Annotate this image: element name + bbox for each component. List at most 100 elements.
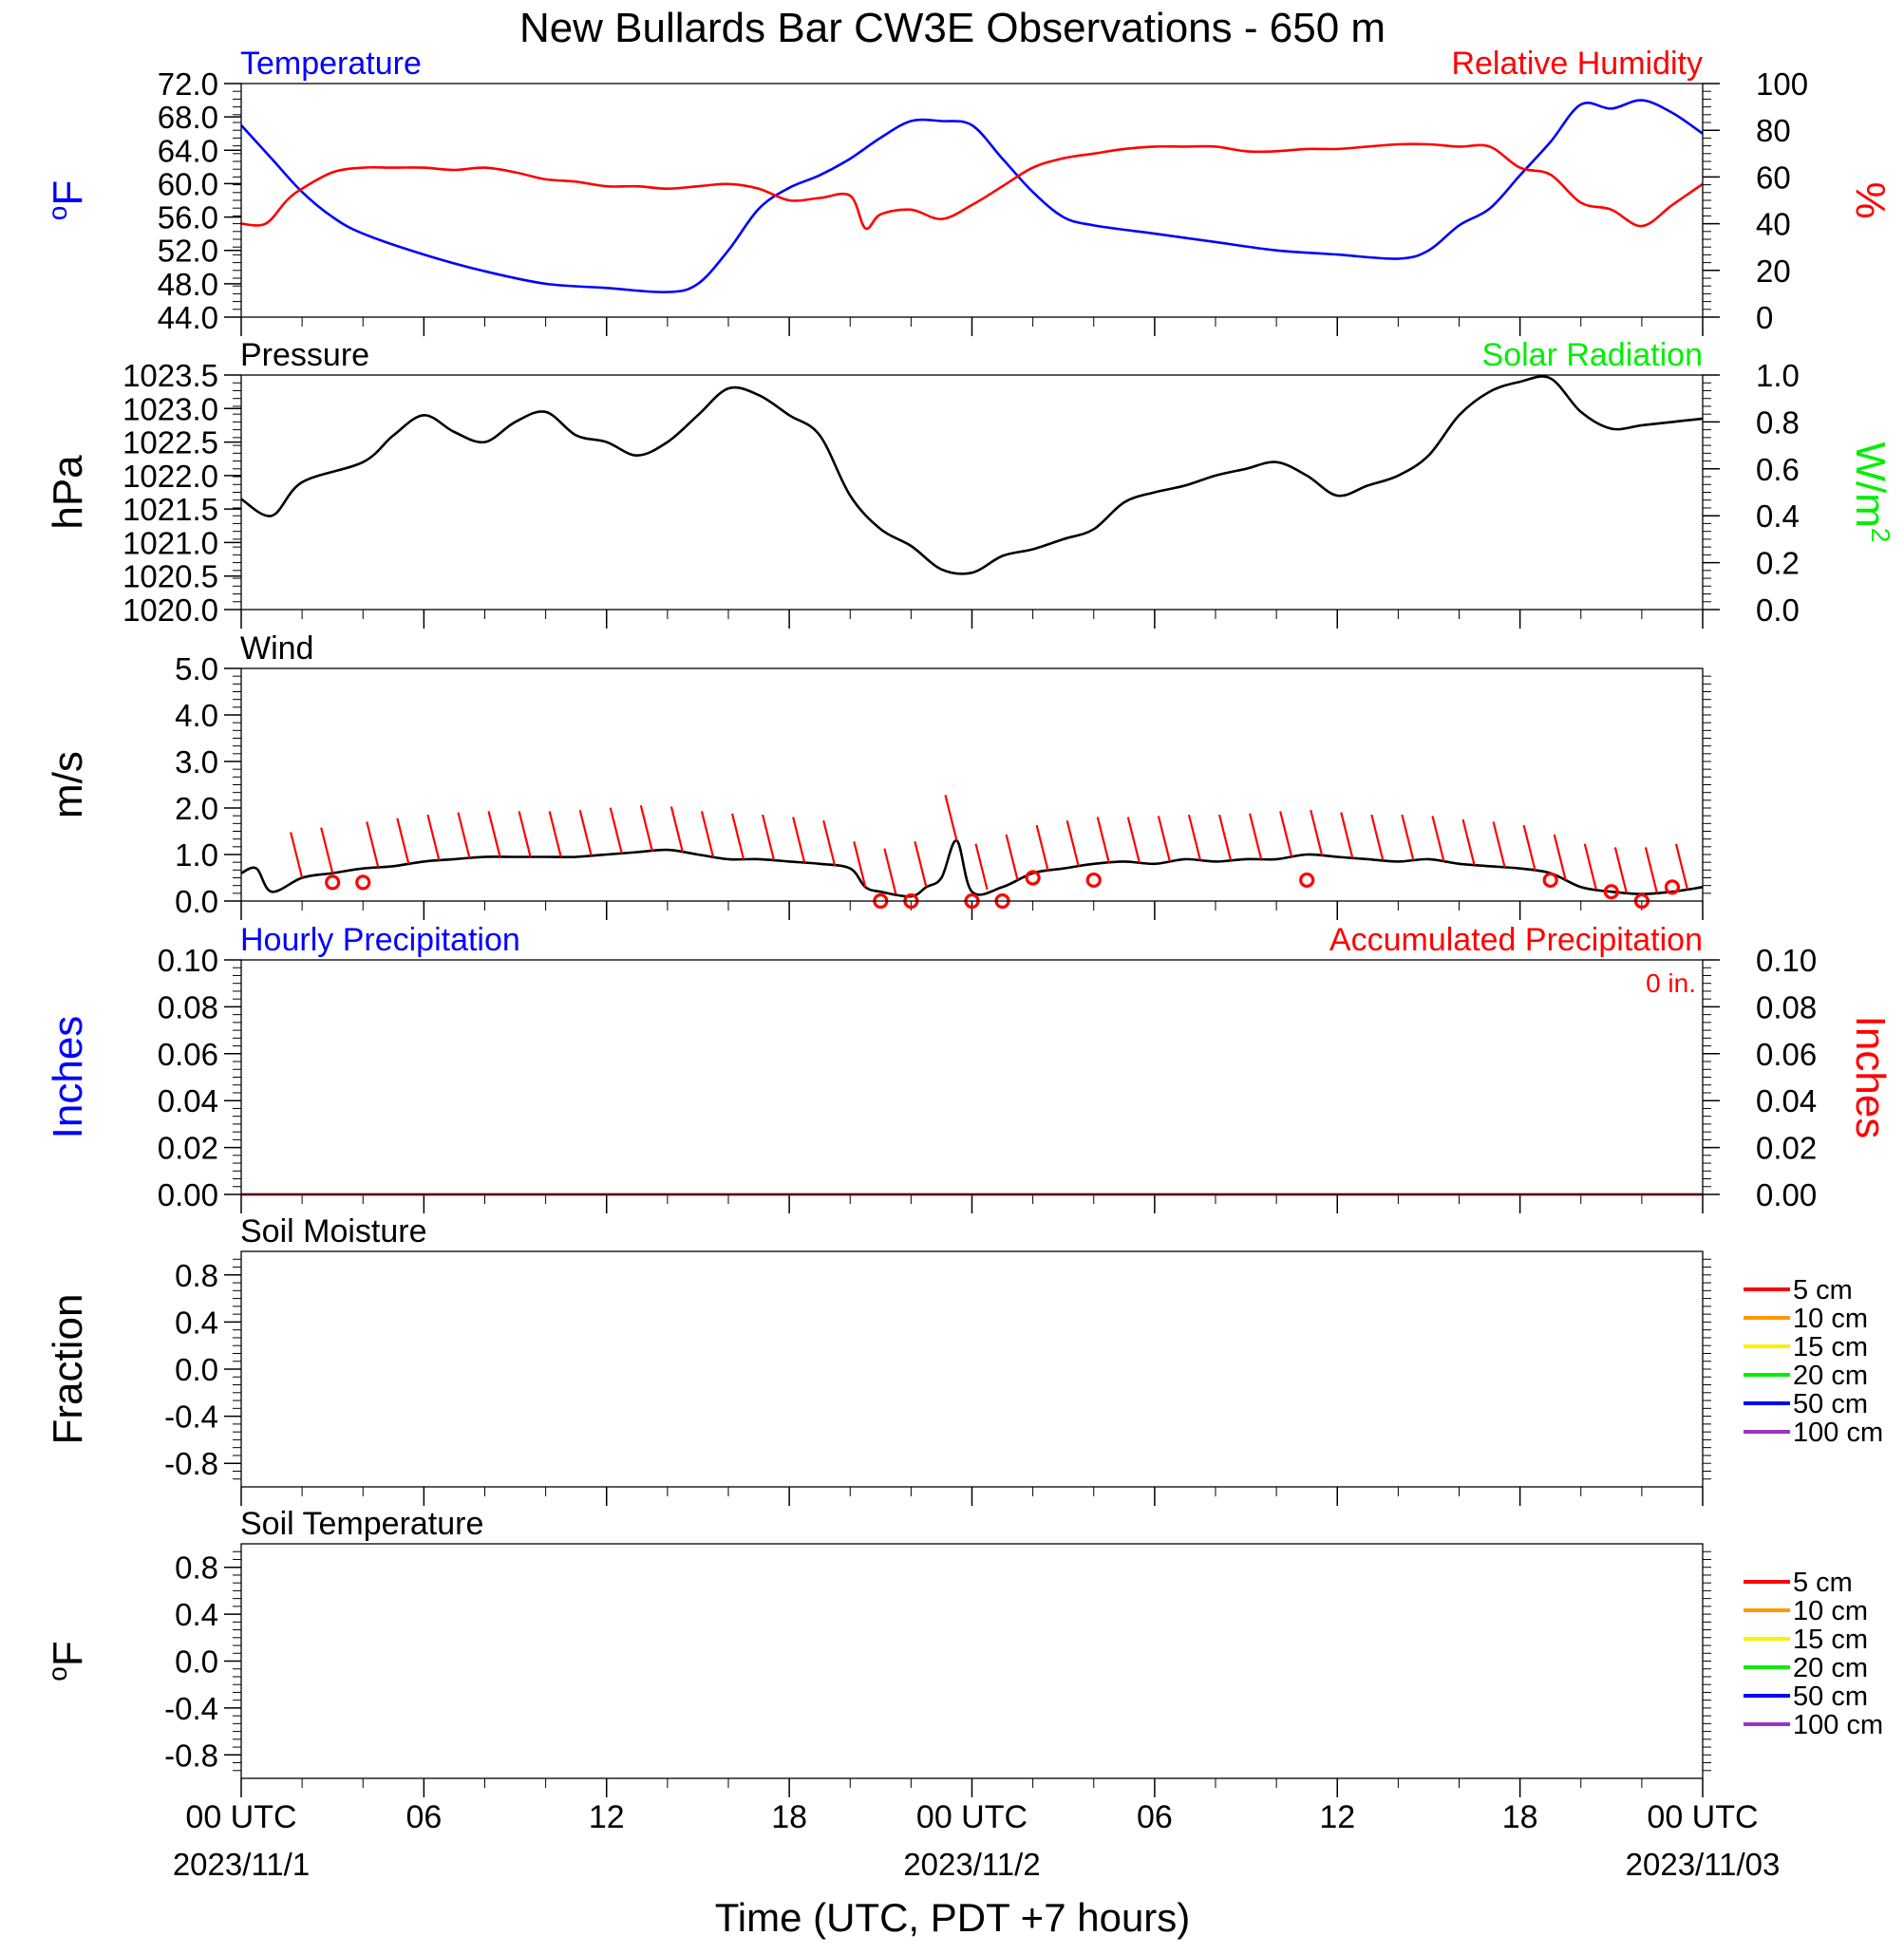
y-tick-label: 1020.0 [123,592,218,628]
legend-label: 50 cm [1793,1682,1868,1712]
y-tick-label: 1022.5 [123,425,218,460]
y-tick-label: 0.4 [175,1597,218,1632]
y-tick-right-label: 60 [1756,160,1791,195]
calm-marker [1025,870,1041,886]
panel-frame [240,1250,1704,1488]
x-tick-label: 18 [771,1799,807,1835]
wind-barb [822,819,837,867]
x-tick-label: 06 [1137,1799,1173,1835]
calm-marker [1603,884,1619,900]
y-tick-label: -0.4 [164,1400,218,1435]
wind-barb [1096,817,1110,863]
y-tick-label: 1.0 [175,837,218,873]
panel-frame [240,667,1704,902]
legend-label: 5 cm [1793,1568,1853,1598]
panel-name-left: Soil Moisture [240,1213,427,1249]
y-tick-right-label: 1.0 [1756,358,1800,393]
y-tick-label: 64.0 [158,133,218,168]
wind-barb [426,814,441,861]
y-tick-label: 0.08 [158,989,218,1024]
x-date-label: 2023/11/2 [903,1847,1040,1882]
panels: 72.068.064.060.056.052.048.044.0 100 80 60 4… [43,46,1895,1797]
y-tick-label: 0.06 [158,1037,218,1072]
y-tick-label: 1023.5 [123,358,218,393]
y-tick-right-label: 0.10 [1756,943,1817,978]
series-pressure [240,375,1704,575]
y-tick-label: 56.0 [158,200,218,235]
panel-hourly-precipitation: 0.10 0.08 0.06 0.04 0.02 0.00 0.10 0.08 0.06 0.04… [45,922,1894,1213]
wind-barb [974,843,989,891]
panel-name-right: Accumulated Precipitation [1329,922,1703,958]
y-tick-right-label: 0.02 [1756,1131,1817,1166]
legend-label: 15 cm [1793,1332,1868,1362]
calm-marker [1542,872,1558,889]
x-tick-label: 00 UTC [916,1799,1027,1835]
wind-barb [1005,834,1019,881]
panel-temperature: 72.068.064.060.056.052.048.044.0 100 80 60 4… [43,46,1894,336]
wind-barb [1583,843,1597,891]
y-tick-label: 2.0 [175,791,218,826]
y-tick-label: -0.4 [164,1691,218,1726]
panel-name-right: Solar Radiation [1482,337,1703,373]
legend-label: 20 cm [1793,1361,1868,1391]
legend-label: 20 cm [1793,1653,1868,1683]
y-tick-right-label: 0.6 [1756,452,1800,487]
y-tick-right-label: 0.8 [1756,404,1800,440]
wind-barb [730,813,745,860]
y-axis-title-left: m/s [45,751,91,818]
wind-barb [700,811,715,857]
panel-name-right: Relative Humidity [1451,46,1703,82]
panel-name-left: Hourly Precipitation [240,922,520,958]
wind-barb [1065,819,1080,867]
y-tick-label: -0.8 [164,1446,218,1481]
wind-barb [1370,814,1385,861]
y-tick-label: 3.0 [175,744,218,780]
y-tick-label: 1021.5 [123,492,218,527]
y-tick-right-label: 0.4 [1756,498,1800,534]
y-tick-label: 1022.0 [123,459,218,494]
y-tick-label: 0.0 [175,884,218,919]
wind-barb [1249,813,1263,860]
y-axis-title-left: oF [43,1641,91,1681]
legend-label: 5 cm [1793,1275,1853,1306]
chart-title: New Bullards Bar CW3E Observations - 650… [519,5,1386,51]
y-tick-label: 48.0 [158,267,218,302]
wind-barb [1613,847,1628,893]
y-tick-label: 0.0 [175,1352,218,1387]
x-tick-label: 18 [1502,1799,1538,1835]
panel-name-left: Pressure [240,337,369,373]
panel-pressure: 1023.51023.01022.51022.01021.51021.01020… [45,337,1895,629]
wind-barb [320,827,334,874]
y-tick-right-label: 0.06 [1756,1037,1817,1072]
calm-marker [355,874,371,891]
y-tick-label: 0.0 [175,1644,218,1680]
wind-barb [1492,821,1506,868]
wind-barb [1674,843,1689,891]
y-axis-title-right: Inches [1847,1016,1894,1139]
panel-name-left: Soil Temperature [240,1506,483,1542]
y-tick-right-label: 0.0 [1756,592,1800,628]
y-tick-label: 5.0 [175,651,218,686]
panel-soil-moisture: 0.8 0.4 0.0 -0.4 -0.8 Soil Moisture Fraction 5 … [45,1213,1883,1506]
y-tick-label: 0.8 [175,1550,218,1586]
x-axis: 00 UTC 2023/11/1 06 12 18 00 UTC 2023/11/2 06 12… [173,1799,1781,1882]
wind-barb [578,809,593,856]
wind-barb [792,817,806,863]
accumulated-annotation: 0 in. [1646,968,1696,998]
x-axis-title: Time (UTC, PDT +7 hours) [715,1895,1191,1940]
y-tick-label: 0.04 [158,1083,218,1118]
y-axis-title-left: Inches [45,1016,91,1139]
wind-barb [1310,809,1324,856]
wind-barb [1217,814,1233,861]
panel-name-left: Wind [240,630,313,667]
x-tick-label: 12 [1319,1799,1355,1835]
wind-barb [518,811,532,857]
wind-barb [487,811,501,857]
series-relative-humidity [240,142,1704,231]
wind-barb [762,814,776,861]
wind-barb [853,841,867,888]
x-tick-label: 00 UTC [185,1799,296,1835]
y-tick-label: 0.10 [158,943,218,978]
